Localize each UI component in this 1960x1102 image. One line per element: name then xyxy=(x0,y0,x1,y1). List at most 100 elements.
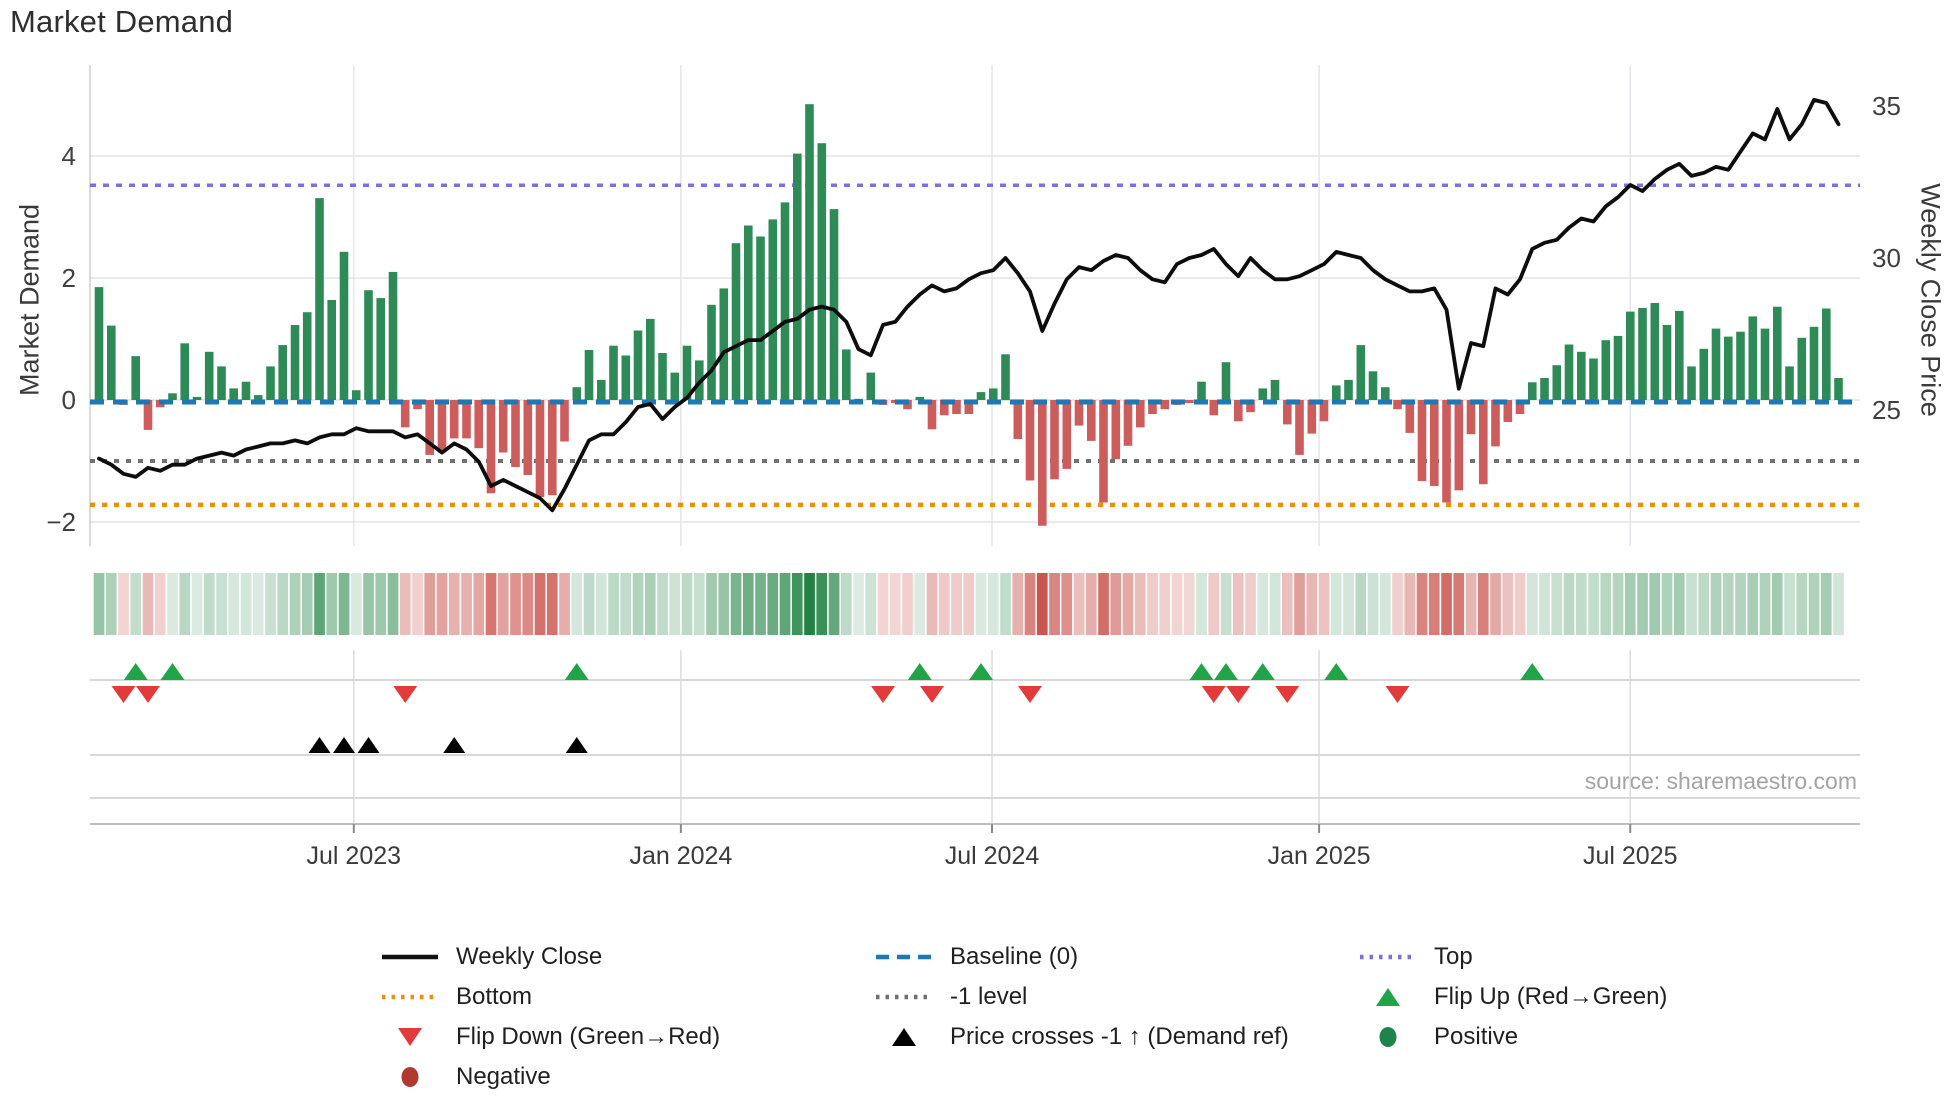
legend-tri-up-icon xyxy=(1376,988,1400,1006)
y-left-tick-label: −2 xyxy=(46,507,76,537)
demand-bar xyxy=(989,388,998,400)
heatmap-cell xyxy=(657,573,668,635)
flip-down-marker xyxy=(1226,686,1251,703)
demand-bar xyxy=(1038,400,1047,526)
demand-bar xyxy=(1025,400,1035,481)
flip-up-marker xyxy=(1214,663,1238,680)
heatmap-cell xyxy=(1539,573,1550,635)
heatmap-cell xyxy=(644,573,656,635)
demand-bar xyxy=(498,400,508,453)
demand-bar xyxy=(633,330,643,400)
demand-bar xyxy=(1393,400,1402,410)
heatmap-cell xyxy=(534,573,546,635)
heatmap-cell xyxy=(1490,573,1501,635)
heatmap-cell xyxy=(1624,573,1636,635)
x-tick-label: Jul 2023 xyxy=(307,842,402,870)
demand-bar xyxy=(976,392,986,400)
heatmap-cell xyxy=(742,573,754,635)
heatmap-cell xyxy=(1551,573,1563,635)
heatmap-cell xyxy=(693,573,705,635)
heatmap-cell xyxy=(326,573,338,635)
demand-bar xyxy=(425,400,434,455)
heatmap-cell xyxy=(1012,573,1024,635)
flip-down-marker xyxy=(1275,686,1300,703)
demand-bar xyxy=(1123,400,1133,446)
heatmap-cell xyxy=(1808,573,1820,635)
heatmap-cell xyxy=(1649,573,1661,635)
demand-bar xyxy=(548,400,557,496)
heatmap-cell xyxy=(1073,573,1085,635)
demand-bar xyxy=(400,400,410,428)
demand-bar xyxy=(315,198,324,400)
demand-bar xyxy=(1724,336,1733,400)
demand-bar xyxy=(1319,400,1329,422)
demand-bar xyxy=(278,345,287,400)
heatmap-cell xyxy=(240,573,252,635)
demand-bar xyxy=(1662,325,1672,400)
demand-bar xyxy=(1295,400,1304,455)
heatmap-cell xyxy=(130,573,142,635)
heatmap-cell xyxy=(1000,573,1011,635)
heatmap-cell xyxy=(1392,573,1403,635)
heatmap-cell xyxy=(1208,573,1220,635)
legend-line-dotted-icon xyxy=(1360,954,1416,960)
heatmap-cell xyxy=(1698,573,1710,635)
heatmap-cell xyxy=(877,573,889,635)
demand-bar xyxy=(670,372,680,400)
demand-bar xyxy=(854,398,863,400)
flip-down-marker xyxy=(111,686,136,703)
heatmap-cell xyxy=(1269,573,1281,635)
heatmap-cell xyxy=(1465,573,1477,635)
demand-bar xyxy=(266,366,275,400)
heatmap-cell xyxy=(473,573,485,635)
heatmap-cell xyxy=(865,573,877,635)
heatmap-cell xyxy=(816,573,828,635)
demand-bar xyxy=(94,287,104,400)
heatmap-cell xyxy=(436,573,448,635)
x-tick-label: Jan 2024 xyxy=(629,842,732,870)
heatmap-cell xyxy=(1318,573,1330,635)
flip-up-marker xyxy=(1250,663,1275,680)
legend-label: Positive xyxy=(1434,1023,1519,1050)
heatmap-cell xyxy=(608,573,619,635)
heatmap-cell xyxy=(522,573,534,635)
demand-bar xyxy=(1699,348,1709,400)
demand-bar xyxy=(1283,400,1292,425)
heatmap-cell xyxy=(142,573,154,635)
heatmap-cell xyxy=(1820,573,1832,635)
heatmap-cell xyxy=(1098,573,1109,635)
demand-bar xyxy=(940,400,949,416)
price-cross-marker xyxy=(443,737,466,753)
demand-bar xyxy=(842,349,851,400)
legend-line-dashed-icon xyxy=(876,954,932,960)
demand-bar xyxy=(1773,306,1782,400)
legend-line-dotted-icon xyxy=(876,994,932,1000)
demand-bar xyxy=(1454,400,1464,491)
heatmap-cell xyxy=(1281,573,1293,635)
demand-bar xyxy=(131,356,140,400)
demand-bar xyxy=(1050,400,1059,480)
demand-bar xyxy=(572,387,582,400)
heatmap-cell xyxy=(595,573,607,635)
demand-bar xyxy=(1246,400,1255,413)
heatmap-cell xyxy=(1502,573,1514,635)
demand-bar xyxy=(1466,400,1476,435)
heatmap-cell xyxy=(93,573,105,635)
demand-bar xyxy=(731,243,741,400)
demand-bar xyxy=(1013,400,1023,439)
demand-bar xyxy=(168,393,177,400)
demand-bar xyxy=(1234,400,1243,422)
heatmap-cell xyxy=(1061,573,1073,635)
heatmap-cell xyxy=(265,573,276,635)
demand-bar xyxy=(1381,387,1390,400)
heatmap-cell xyxy=(510,573,521,635)
flip-up-marker xyxy=(969,663,993,680)
heatmap-cell xyxy=(583,573,595,635)
heatmap-cell xyxy=(1171,573,1183,635)
heatmap-cell xyxy=(179,573,191,635)
demand-bar xyxy=(351,390,361,400)
y-right-tick-label: 30 xyxy=(1872,243,1901,273)
demand-bar xyxy=(1221,362,1231,400)
demand-bar xyxy=(1344,379,1353,400)
demand-bar xyxy=(327,300,336,400)
